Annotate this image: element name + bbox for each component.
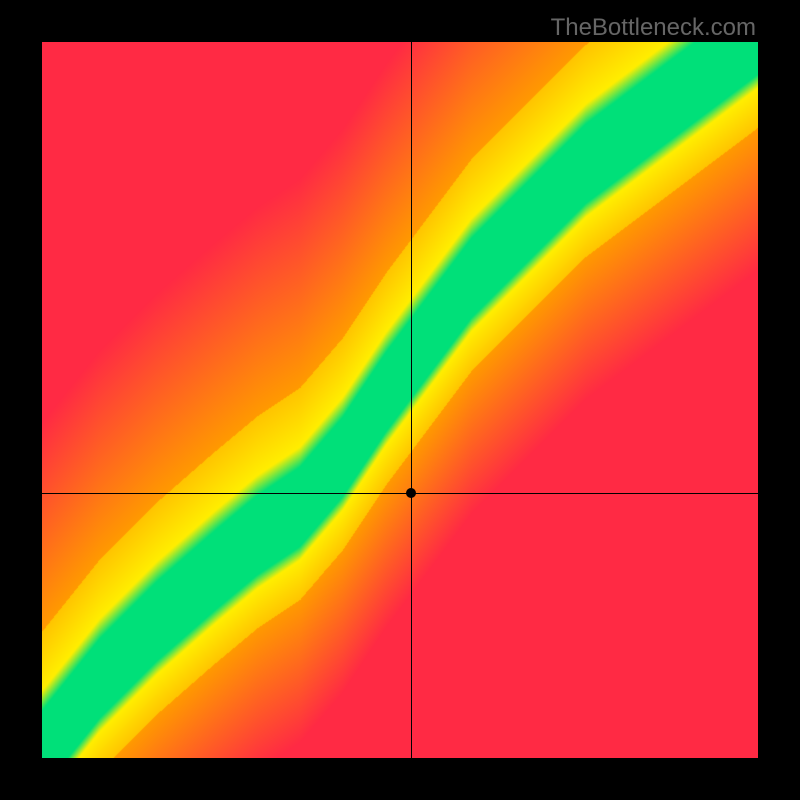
marker-dot: [406, 488, 416, 498]
heatmap-plot: [42, 42, 758, 758]
crosshair-vertical: [411, 42, 412, 758]
watermark-text: TheBottleneck.com: [551, 14, 756, 42]
heatmap-canvas: [42, 42, 758, 758]
crosshair-horizontal: [42, 493, 758, 494]
